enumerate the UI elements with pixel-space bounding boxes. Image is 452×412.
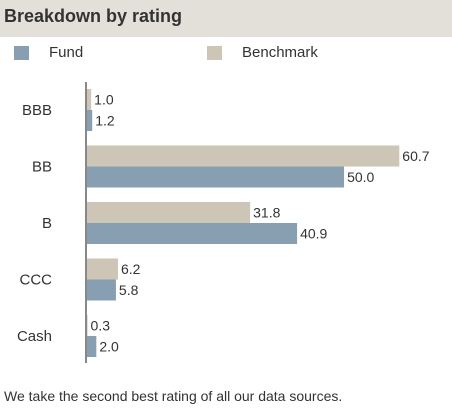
legend-item-benchmark: Benchmark <box>207 44 318 61</box>
legend-item-fund: Fund <box>14 44 83 61</box>
bar-fund-bbb <box>86 110 93 131</box>
data-label-benchmark-bb: 60.7 <box>402 148 429 164</box>
legend-swatch-benchmark <box>207 45 222 60</box>
category-label-cash: Cash <box>17 328 52 345</box>
category-label-b: B <box>42 215 52 232</box>
chart-title: Breakdown by rating <box>4 6 183 26</box>
data-label-fund-bb: 50.0 <box>347 169 374 185</box>
bar-benchmark-ccc <box>86 258 118 280</box>
chart-header: Breakdown by rating <box>0 0 452 37</box>
legend-label-benchmark: Benchmark <box>242 44 318 61</box>
bar-fund-cash <box>86 336 97 357</box>
legend-swatch-fund <box>14 45 29 60</box>
data-label-fund-cash: 2.0 <box>99 339 119 355</box>
data-label-fund-b: 40.9 <box>300 226 327 242</box>
category-label-ccc: CCC <box>20 272 53 289</box>
data-label-benchmark-b: 31.8 <box>253 205 280 221</box>
legend-label-fund: Fund <box>49 44 84 61</box>
category-label-bbb: BBB <box>22 102 52 119</box>
chart-legend: Fund Benchmark <box>0 44 452 64</box>
bar-chart: BBB 1.0 1.2 BB 60.7 50.0 B 31.8 40.9 CCC 6.2 5.8 Cas… <box>17 82 430 363</box>
bar-fund-bb <box>86 166 345 188</box>
data-label-fund-ccc: 5.8 <box>119 282 139 298</box>
bar-benchmark-bbb <box>86 89 92 110</box>
data-label-benchmark-ccc: 6.2 <box>121 261 141 277</box>
data-label-benchmark-bbb: 1.0 <box>94 92 114 108</box>
footnote: We take the second best rating of all ou… <box>4 388 343 404</box>
data-label-fund-bbb: 1.2 <box>95 113 115 129</box>
bar-benchmark-b <box>86 202 251 223</box>
data-label-benchmark-cash: 0.3 <box>91 318 111 334</box>
bar-fund-b <box>86 223 298 244</box>
bar-fund-ccc <box>86 279 116 301</box>
bar-benchmark-bb <box>86 145 400 167</box>
category-label-bb: BB <box>32 159 52 176</box>
